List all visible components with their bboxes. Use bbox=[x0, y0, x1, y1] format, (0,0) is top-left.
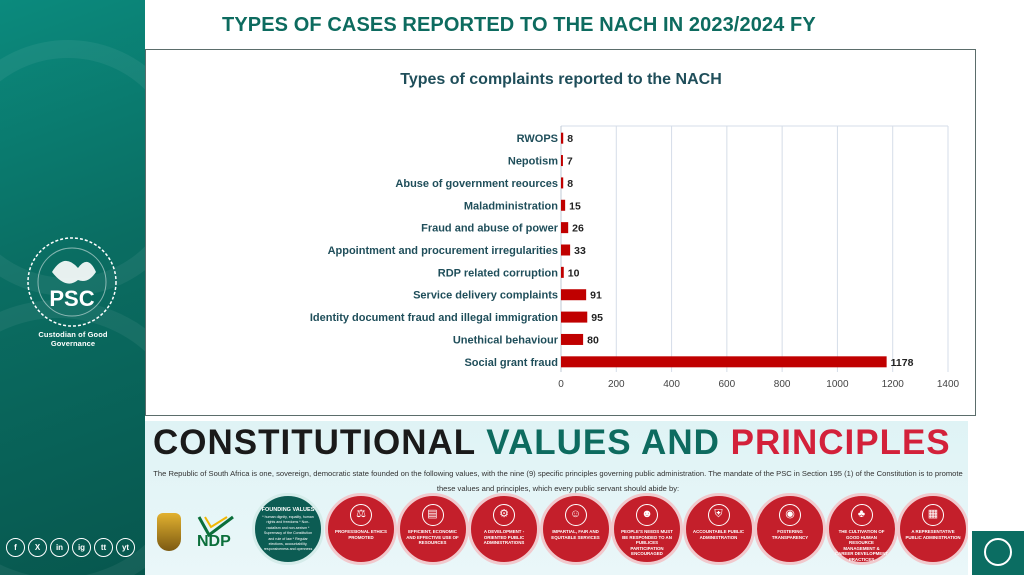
x-tick-label: 400 bbox=[663, 379, 680, 390]
x-tick-label: 0 bbox=[558, 379, 564, 390]
banner-heading-part-2: VALUES AND bbox=[486, 423, 720, 462]
principle-label: EFFICIENT, ECONOMIC AND EFFECTIVE USE OF… bbox=[406, 529, 459, 546]
category-label: RWOPS bbox=[517, 133, 558, 145]
category-label: Unethical behaviour bbox=[453, 334, 559, 346]
coat-of-arms-icon bbox=[157, 513, 181, 551]
x-tick-label: 1400 bbox=[937, 379, 960, 390]
bar bbox=[561, 244, 571, 256]
category-label: RDP related corruption bbox=[438, 267, 558, 279]
bar bbox=[561, 333, 584, 345]
data-label: 8 bbox=[567, 133, 573, 145]
principle-circle: ☻ PEOPLE'S NEEDS MUST BE RESPONDED TO AN … bbox=[611, 493, 683, 565]
bar bbox=[561, 155, 563, 167]
data-label: 95 bbox=[591, 312, 603, 324]
bar bbox=[561, 311, 588, 323]
category-label: Fraud and abuse of power bbox=[421, 223, 559, 235]
principle-circle: ▦ A REPRESENTATIVE PUBLIC ADMINISTRATION bbox=[897, 493, 968, 565]
principle-label: PEOPLE'S NEEDS MUST BE RESPONDED TO AN P… bbox=[621, 529, 673, 557]
principle-circle: ⚙ A DEVELOPMENT - ORIENTED PUBLIC ADMINIS… bbox=[468, 493, 540, 565]
complaints-bar-chart: Types of complaints reported to the NACH… bbox=[310, 71, 960, 390]
principle-circle: ⚖ PROFESSIONAL ETHICS PROMOTED bbox=[325, 493, 397, 565]
logo-tagline: Custodian of Good Governance bbox=[38, 330, 108, 348]
data-label: 15 bbox=[569, 200, 581, 212]
banner-heading-part-1: CONSTITUTIONAL bbox=[153, 423, 476, 462]
document-icon: ▦ bbox=[922, 504, 944, 526]
founding-values-circle: FOUNDING VALUES * human dignity, equalit… bbox=[252, 493, 324, 565]
psc-seal-icon: PSC bbox=[27, 237, 117, 327]
principle-circle: ♣ THE CULTIVATION OF GOOD HUMAN RESOURCE … bbox=[825, 493, 898, 565]
shield-icon: ⛨ bbox=[707, 504, 730, 526]
data-label: 8 bbox=[567, 178, 573, 190]
x-tick-label: 200 bbox=[608, 379, 625, 390]
data-label: 1178 bbox=[891, 357, 914, 369]
data-label: 26 bbox=[572, 223, 584, 235]
principle-label: THE CULTIVATION OF GOOD HUMAN RESOURCE M… bbox=[834, 529, 889, 562]
principle-label: PROFESSIONAL ETHICS PROMOTED bbox=[335, 529, 387, 540]
data-label: 10 bbox=[568, 267, 580, 279]
constitutional-values-banner: CONSTITUTIONAL VALUES AND PRINCIPLES The… bbox=[145, 421, 968, 575]
x-tick-label: 1000 bbox=[826, 379, 849, 390]
category-label: Service delivery complaints bbox=[413, 290, 558, 302]
psc-mark: PSC bbox=[49, 286, 94, 311]
eye-icon: ◉ bbox=[779, 504, 801, 526]
chart-icon: ▤ bbox=[421, 504, 444, 526]
ndp-logo: NDP bbox=[195, 515, 237, 553]
category-label: Maladministration bbox=[464, 200, 558, 212]
category-label: Appointment and procurement irregulariti… bbox=[328, 245, 558, 257]
facebook-icon[interactable]: f bbox=[6, 538, 25, 557]
slide-nav-button[interactable] bbox=[972, 531, 1024, 575]
chart-container: Types of complaints reported to the NACH… bbox=[145, 49, 976, 416]
social-icons: f X in ig tt yt bbox=[6, 538, 135, 557]
person-icon: ☺ bbox=[564, 504, 587, 526]
linkedin-icon[interactable]: in bbox=[50, 538, 69, 557]
youtube-icon[interactable]: yt bbox=[116, 538, 135, 557]
psc-logo: PSC bbox=[22, 232, 122, 332]
founding-values-body: * human dignity, equality, human rights … bbox=[262, 515, 314, 552]
bar bbox=[561, 266, 564, 278]
page-title: TYPES OF CASES REPORTED TO THE NACH IN 2… bbox=[222, 14, 816, 36]
principle-circle: ☺ IMPARTIAL, FAIR AND EQUITABLE SERVICES bbox=[539, 493, 612, 565]
ndp-swoosh-icon bbox=[197, 515, 234, 537]
category-label: Nepotism bbox=[508, 156, 558, 168]
chart-title: Types of complaints reported to the NACH bbox=[400, 71, 722, 88]
bar bbox=[561, 199, 566, 211]
bar bbox=[561, 222, 569, 234]
principle-circle: ◉ FOSTERING TRANSPARENCY bbox=[754, 493, 826, 565]
x-tick-label: 1200 bbox=[882, 379, 905, 390]
instagram-icon[interactable]: ig bbox=[72, 538, 91, 557]
category-label: Abuse of government reources bbox=[395, 178, 558, 190]
bar bbox=[561, 132, 564, 144]
x-tick-label: 800 bbox=[774, 379, 791, 390]
x-twitter-icon[interactable]: X bbox=[28, 538, 47, 557]
principle-label: ACCOUNTABLE PUBLIC ADMINISTRATION bbox=[692, 529, 745, 540]
founding-values-title: FOUNDING VALUES bbox=[261, 507, 315, 513]
banner-heading-part-3: PRINCIPLES bbox=[730, 423, 951, 462]
banner-description: The Republic of South Africa is one, sov… bbox=[153, 469, 963, 493]
x-tick-label: 600 bbox=[719, 379, 736, 390]
people-icon: ☻ bbox=[636, 504, 658, 526]
banner-heading: CONSTITUTIONAL VALUES AND PRINCIPLES bbox=[153, 423, 951, 463]
principle-label: FOSTERING TRANSPARENCY bbox=[771, 529, 809, 540]
principle-label: A DEVELOPMENT - ORIENTED PUBLIC ADMINIST… bbox=[483, 529, 525, 546]
data-label: 91 bbox=[590, 290, 602, 302]
category-label: Identity document fraud and illegal immi… bbox=[310, 312, 558, 324]
scales-icon: ⚖ bbox=[350, 504, 372, 526]
team-icon: ♣ bbox=[850, 504, 873, 526]
data-label: 7 bbox=[567, 156, 573, 168]
principle-circle: ⛨ ACCOUNTABLE PUBLIC ADMINISTRATION bbox=[682, 493, 755, 565]
bar bbox=[561, 289, 587, 301]
bar bbox=[561, 356, 887, 368]
left-side-panel: PSC Custodian of Good Governance f X in … bbox=[0, 0, 145, 575]
principle-label: A REPRESENTATIVE PUBLIC ADMINISTRATION bbox=[905, 529, 961, 540]
ndp-label: NDP bbox=[197, 533, 231, 550]
gear-icon: ⚙ bbox=[493, 504, 515, 526]
data-label: 33 bbox=[574, 245, 586, 257]
principle-label: IMPARTIAL, FAIR AND EQUITABLE SERVICES bbox=[551, 529, 600, 540]
bar bbox=[561, 177, 564, 189]
data-label: 80 bbox=[587, 334, 599, 346]
tiktok-icon[interactable]: tt bbox=[94, 538, 113, 557]
category-label: Social grant fraud bbox=[464, 357, 558, 369]
circle-icon bbox=[984, 538, 1012, 566]
principle-circle: ▤ EFFICIENT, ECONOMIC AND EFFECTIVE USE O… bbox=[396, 493, 469, 565]
